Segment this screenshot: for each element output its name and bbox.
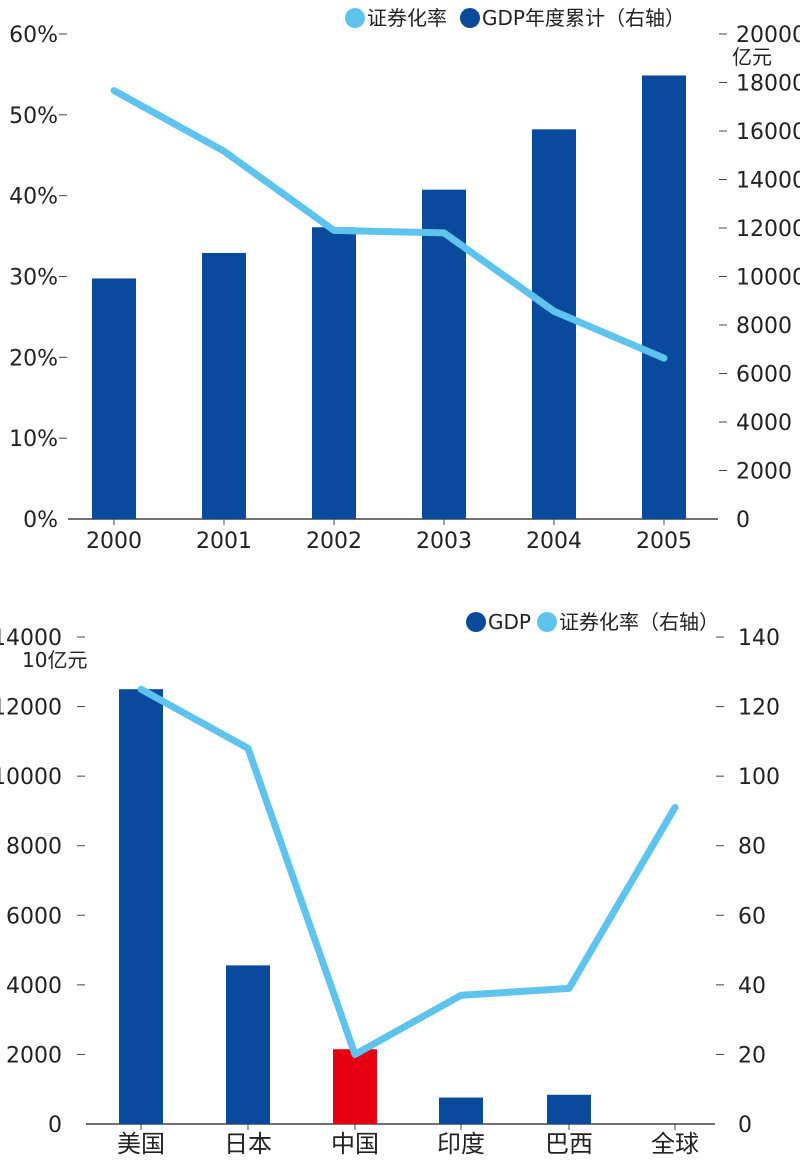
right-tick-label: 20000 [736, 23, 800, 48]
category-label: 巴西 [545, 1130, 593, 1158]
category-label: 2005 [636, 529, 692, 554]
bar [92, 278, 136, 519]
category-label: 2003 [416, 529, 472, 554]
category-label: 全球 [651, 1130, 699, 1158]
bar [333, 1049, 377, 1124]
category-label: 2004 [526, 529, 582, 554]
legend-line-marker-icon [537, 612, 557, 632]
left-tick-label: 30% [9, 266, 58, 291]
axis-unit-label: 亿元 [732, 45, 772, 69]
bar [202, 252, 246, 520]
bar [547, 1094, 591, 1124]
left-tick-label: 2000 [6, 1043, 62, 1068]
line-series [137, 685, 679, 1058]
bar [312, 227, 356, 519]
left-tick-label: 10000 [0, 765, 62, 790]
right-tick-label: 18000 [736, 72, 800, 97]
right-tick-label: 60 [738, 904, 766, 929]
bar [532, 129, 576, 520]
left-tick-label: 6000 [6, 904, 62, 929]
chart-2: 0 2000 4000 6000 8000 10000 12000 14000 0 20 40 60 8… [0, 610, 780, 1158]
category-label: 日本 [224, 1130, 272, 1158]
legend-bar-marker-icon [460, 8, 480, 28]
chart-1: 0% 10% 20% 30% 40% 50% 60% 0 2000 4000 6000 8000 100… [9, 6, 800, 554]
right-tick-label: 40 [738, 974, 766, 999]
axis-unit-label: 10亿元 [22, 648, 87, 672]
right-tick-label: 14000 [736, 169, 800, 194]
category-label: 中国 [331, 1130, 379, 1158]
right-tick-label: 80 [738, 835, 766, 860]
legend-item: GDP [466, 610, 531, 634]
left-tick-label: 12000 [0, 696, 62, 721]
legend-line-marker-icon [345, 8, 365, 28]
legend-item: 证券化率 [345, 6, 447, 30]
left-tick-label: 60% [9, 23, 58, 48]
right-tick-label: 0 [736, 508, 750, 533]
left-tick-label: 0 [48, 1113, 62, 1138]
bar [226, 965, 270, 1124]
bar [422, 189, 466, 519]
line-series [110, 87, 668, 362]
legend-label: GDP [488, 610, 531, 634]
right-tick-label: 6000 [736, 363, 792, 388]
left-tick-label: 10% [9, 427, 58, 452]
category-label: 美国 [117, 1130, 165, 1158]
right-tick-label: 2000 [736, 460, 792, 485]
right-tick-label: 0 [738, 1113, 752, 1138]
right-tick-label: 16000 [736, 120, 800, 145]
right-tick-label: 100 [738, 765, 780, 790]
left-tick-label: 50% [9, 104, 58, 129]
bar [119, 689, 163, 1124]
right-tick-label: 12000 [736, 217, 800, 242]
legend-label: 证券化率 [367, 6, 447, 30]
left-tick-label: 0% [23, 508, 58, 533]
left-tick-label: 14000 [0, 626, 62, 651]
right-tick-label: 4000 [736, 411, 792, 436]
right-tick-label: 8000 [736, 314, 792, 339]
legend-item: GDP年度累计（右轴） [460, 6, 685, 30]
right-tick-label: 20 [738, 1043, 766, 1068]
bar [642, 75, 686, 519]
bar [439, 1097, 483, 1124]
right-tick-label: 140 [738, 626, 780, 651]
left-tick-label: 20% [9, 346, 58, 371]
category-label: 2001 [196, 529, 252, 554]
left-tick-label: 40% [9, 185, 58, 210]
category-label: 2000 [86, 529, 142, 554]
legend-bar-marker-icon [466, 612, 486, 632]
legend-label: 证券化率（右轴） [559, 610, 719, 634]
category-label: 2002 [306, 529, 362, 554]
left-tick-label: 8000 [6, 835, 62, 860]
category-label: 印度 [437, 1130, 485, 1158]
legend-item: 证券化率（右轴） [537, 610, 719, 634]
right-tick-label: 120 [738, 696, 780, 721]
legend-label: GDP年度累计（右轴） [482, 6, 685, 30]
left-tick-label: 4000 [6, 974, 62, 999]
right-tick-label: 10000 [736, 266, 800, 291]
